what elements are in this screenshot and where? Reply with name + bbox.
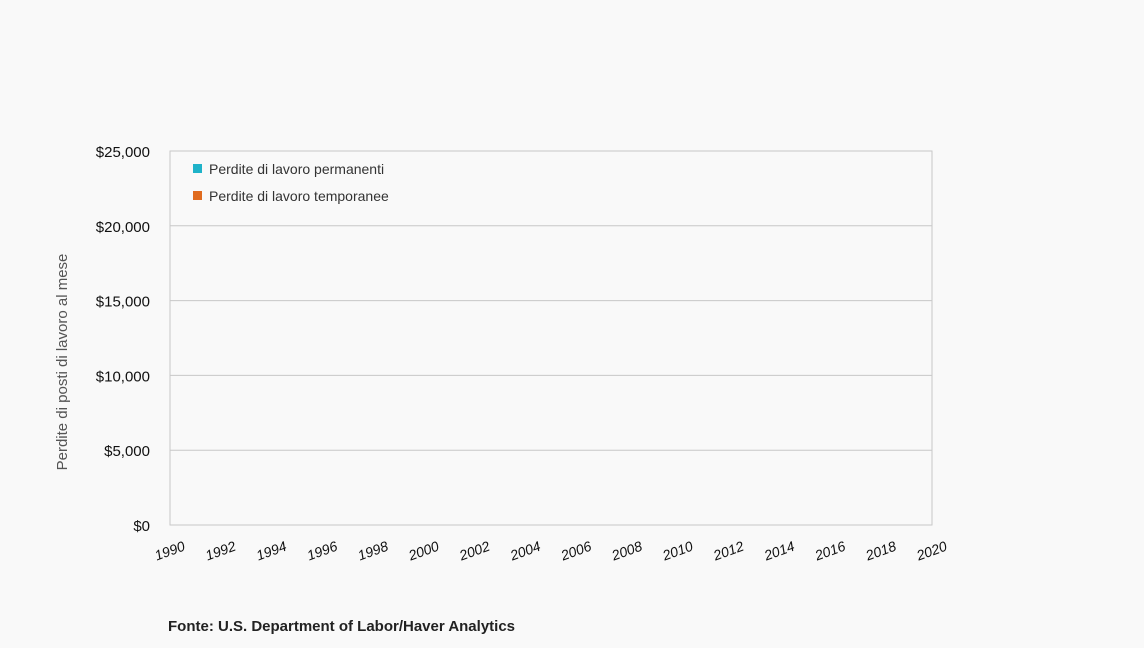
x-tick-label: 2002 [456,538,492,564]
x-tick-label: 2012 [710,538,746,564]
x-tick-label: 2004 [507,538,543,564]
grid [170,225,932,451]
x-tick-label: 2014 [761,538,797,564]
plot-frame [169,150,933,526]
y-axis-label: Perdite di posti di lavoro al mese [54,254,71,471]
x-tick-label: 2008 [609,538,645,564]
legend: Perdite di lavoro permanenti Perdite di l… [193,161,389,204]
x-tick-label: 2018 [863,538,899,564]
legend-label: Perdite di lavoro permanenti [209,161,384,177]
x-axis-ticks: 1990 1992 1994 1996 1998 2000 2002 2004 2006 2008… [152,538,949,564]
x-tick-label: 2000 [405,538,441,564]
y-tick-label: $5,000 [104,443,150,460]
y-tick-label: $20,000 [96,219,150,236]
y-tick-label: $10,000 [96,368,150,385]
y-tick-label: $0 [133,518,150,535]
legend-swatch [193,164,202,173]
y-tick-label: $25,000 [96,144,150,161]
legend-label: Perdite di lavoro temporanee [209,188,389,204]
x-tick-label: 1996 [305,538,340,564]
source-note: Fonte: U.S. Department of Labor/Haver An… [168,618,516,635]
x-tick-label: 2016 [812,538,848,564]
x-tick-label: 2010 [659,538,695,564]
x-tick-label: 1992 [203,538,238,564]
x-tick-label: 2020 [913,538,949,564]
x-tick-label: 2006 [558,538,594,564]
x-tick-label: 1998 [355,538,390,564]
y-tick-label: $15,000 [96,294,150,311]
x-tick-label: 1994 [254,538,289,564]
y-axis-ticks: $0 $5,000 $10,000 $15,000 $20,000 $25,000 [96,144,150,535]
x-tick-label: 1990 [152,538,187,564]
legend-swatch [193,191,202,200]
